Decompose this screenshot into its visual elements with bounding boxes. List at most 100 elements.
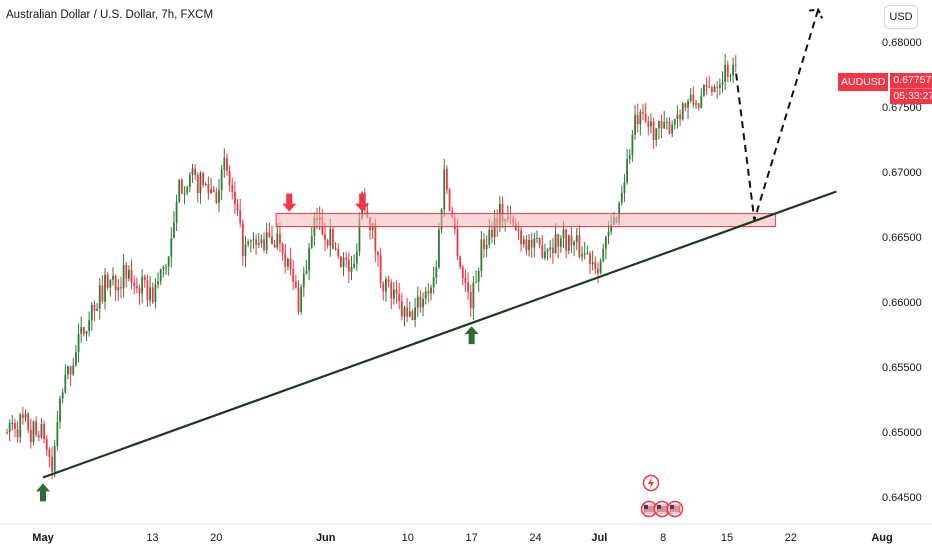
candle-body bbox=[133, 282, 136, 286]
candle-body bbox=[589, 253, 591, 265]
candle-body bbox=[676, 114, 679, 119]
candle-body bbox=[345, 257, 348, 260]
candle-body bbox=[390, 282, 393, 299]
candle-body bbox=[218, 189, 220, 203]
x-tick-label: 15 bbox=[721, 532, 733, 544]
candle-body bbox=[541, 245, 544, 258]
candle-body bbox=[581, 254, 583, 257]
candle-body bbox=[467, 282, 469, 293]
candle-body bbox=[239, 210, 242, 224]
candle-body bbox=[24, 413, 27, 418]
candle-body bbox=[634, 114, 636, 135]
candle-body bbox=[154, 284, 157, 303]
candle-body bbox=[557, 234, 560, 247]
candle-body bbox=[128, 269, 130, 279]
candle-body bbox=[721, 82, 724, 85]
last-price-tag: AUDUSD 0.67757 05:33:27 bbox=[838, 73, 932, 104]
candle-body bbox=[135, 285, 138, 289]
candle-body bbox=[231, 185, 234, 193]
projection-arrowhead bbox=[809, 8, 824, 19]
arrow-up-icon bbox=[464, 326, 479, 345]
us-flag-event-icon[interactable] bbox=[640, 500, 686, 518]
candle-body bbox=[96, 308, 98, 311]
candle-body bbox=[414, 307, 416, 321]
candle-body bbox=[11, 422, 14, 424]
candle-body bbox=[48, 449, 51, 457]
candle-body bbox=[559, 238, 562, 247]
candle-body bbox=[265, 232, 268, 251]
candle-body bbox=[268, 232, 271, 237]
last-price-value: 0.67757 bbox=[893, 74, 932, 86]
candle-body bbox=[538, 238, 541, 246]
candle-body bbox=[427, 291, 430, 294]
candle-body bbox=[432, 277, 435, 288]
candle-body bbox=[324, 233, 326, 240]
arrow-down-icon bbox=[355, 193, 370, 212]
candle-body bbox=[353, 263, 356, 268]
support-trendline[interactable] bbox=[42, 190, 837, 479]
candle-body bbox=[223, 157, 226, 171]
x-axis-labels: May1320Jun101724Jul81522Aug12 bbox=[32, 532, 892, 544]
candle-body bbox=[703, 85, 705, 96]
candle-body bbox=[302, 273, 305, 288]
candle-body bbox=[117, 287, 120, 291]
candle-body bbox=[697, 103, 700, 108]
candle-body bbox=[681, 103, 684, 120]
candle-body bbox=[215, 192, 218, 203]
arrow-up-icon bbox=[36, 483, 50, 502]
candle-body bbox=[628, 155, 631, 160]
candlestick-series bbox=[6, 54, 737, 480]
candle-body bbox=[422, 298, 424, 308]
candle-body bbox=[607, 231, 610, 237]
candle-body bbox=[178, 179, 181, 202]
candle-body bbox=[157, 281, 159, 285]
candle-body bbox=[732, 64, 734, 76]
candle-body bbox=[483, 239, 485, 250]
candle-body bbox=[387, 279, 390, 283]
candle-body bbox=[406, 307, 409, 317]
candle-body bbox=[639, 111, 642, 125]
y-tick-label: 0.66000 bbox=[882, 297, 922, 309]
candle-body bbox=[43, 423, 45, 439]
candle-body bbox=[64, 374, 67, 393]
candle-body bbox=[159, 269, 162, 282]
candle-body bbox=[374, 223, 377, 252]
candle-body bbox=[334, 248, 337, 250]
candle-body bbox=[188, 174, 191, 187]
candle-body bbox=[14, 422, 16, 430]
candle-body bbox=[8, 423, 11, 433]
candle-body bbox=[398, 294, 401, 302]
candle-body bbox=[77, 333, 80, 353]
candle-body bbox=[705, 85, 708, 87]
lightning-event-icon[interactable] bbox=[642, 474, 660, 492]
candle-body bbox=[199, 172, 202, 193]
candle-body bbox=[310, 236, 313, 248]
candle-body bbox=[220, 170, 223, 190]
candle-body bbox=[700, 95, 703, 108]
candle-body bbox=[236, 204, 239, 211]
candle-body bbox=[554, 234, 557, 254]
candle-body bbox=[204, 184, 207, 186]
candle-body bbox=[461, 267, 464, 279]
candle-body bbox=[552, 247, 554, 254]
candle-body bbox=[300, 287, 303, 312]
candle-body bbox=[726, 64, 729, 77]
candle-body bbox=[448, 189, 451, 211]
candle-body bbox=[98, 285, 101, 309]
candle-body bbox=[294, 281, 297, 288]
candle-body bbox=[385, 279, 387, 292]
x-tick-label: Jun bbox=[316, 532, 336, 544]
candle-body bbox=[16, 429, 19, 438]
y-tick-label: 0.68000 bbox=[882, 37, 922, 49]
candle-body bbox=[544, 251, 546, 258]
candle-body bbox=[355, 251, 358, 264]
candle-body bbox=[234, 192, 236, 205]
candle-body bbox=[305, 270, 308, 274]
currency-button[interactable]: USD bbox=[884, 5, 918, 29]
candle-body bbox=[400, 301, 403, 317]
y-tick-label: 0.65500 bbox=[882, 362, 922, 374]
x-tick-label: 24 bbox=[529, 532, 541, 544]
arrow-down-icon bbox=[282, 193, 297, 212]
candle-body bbox=[32, 421, 35, 443]
